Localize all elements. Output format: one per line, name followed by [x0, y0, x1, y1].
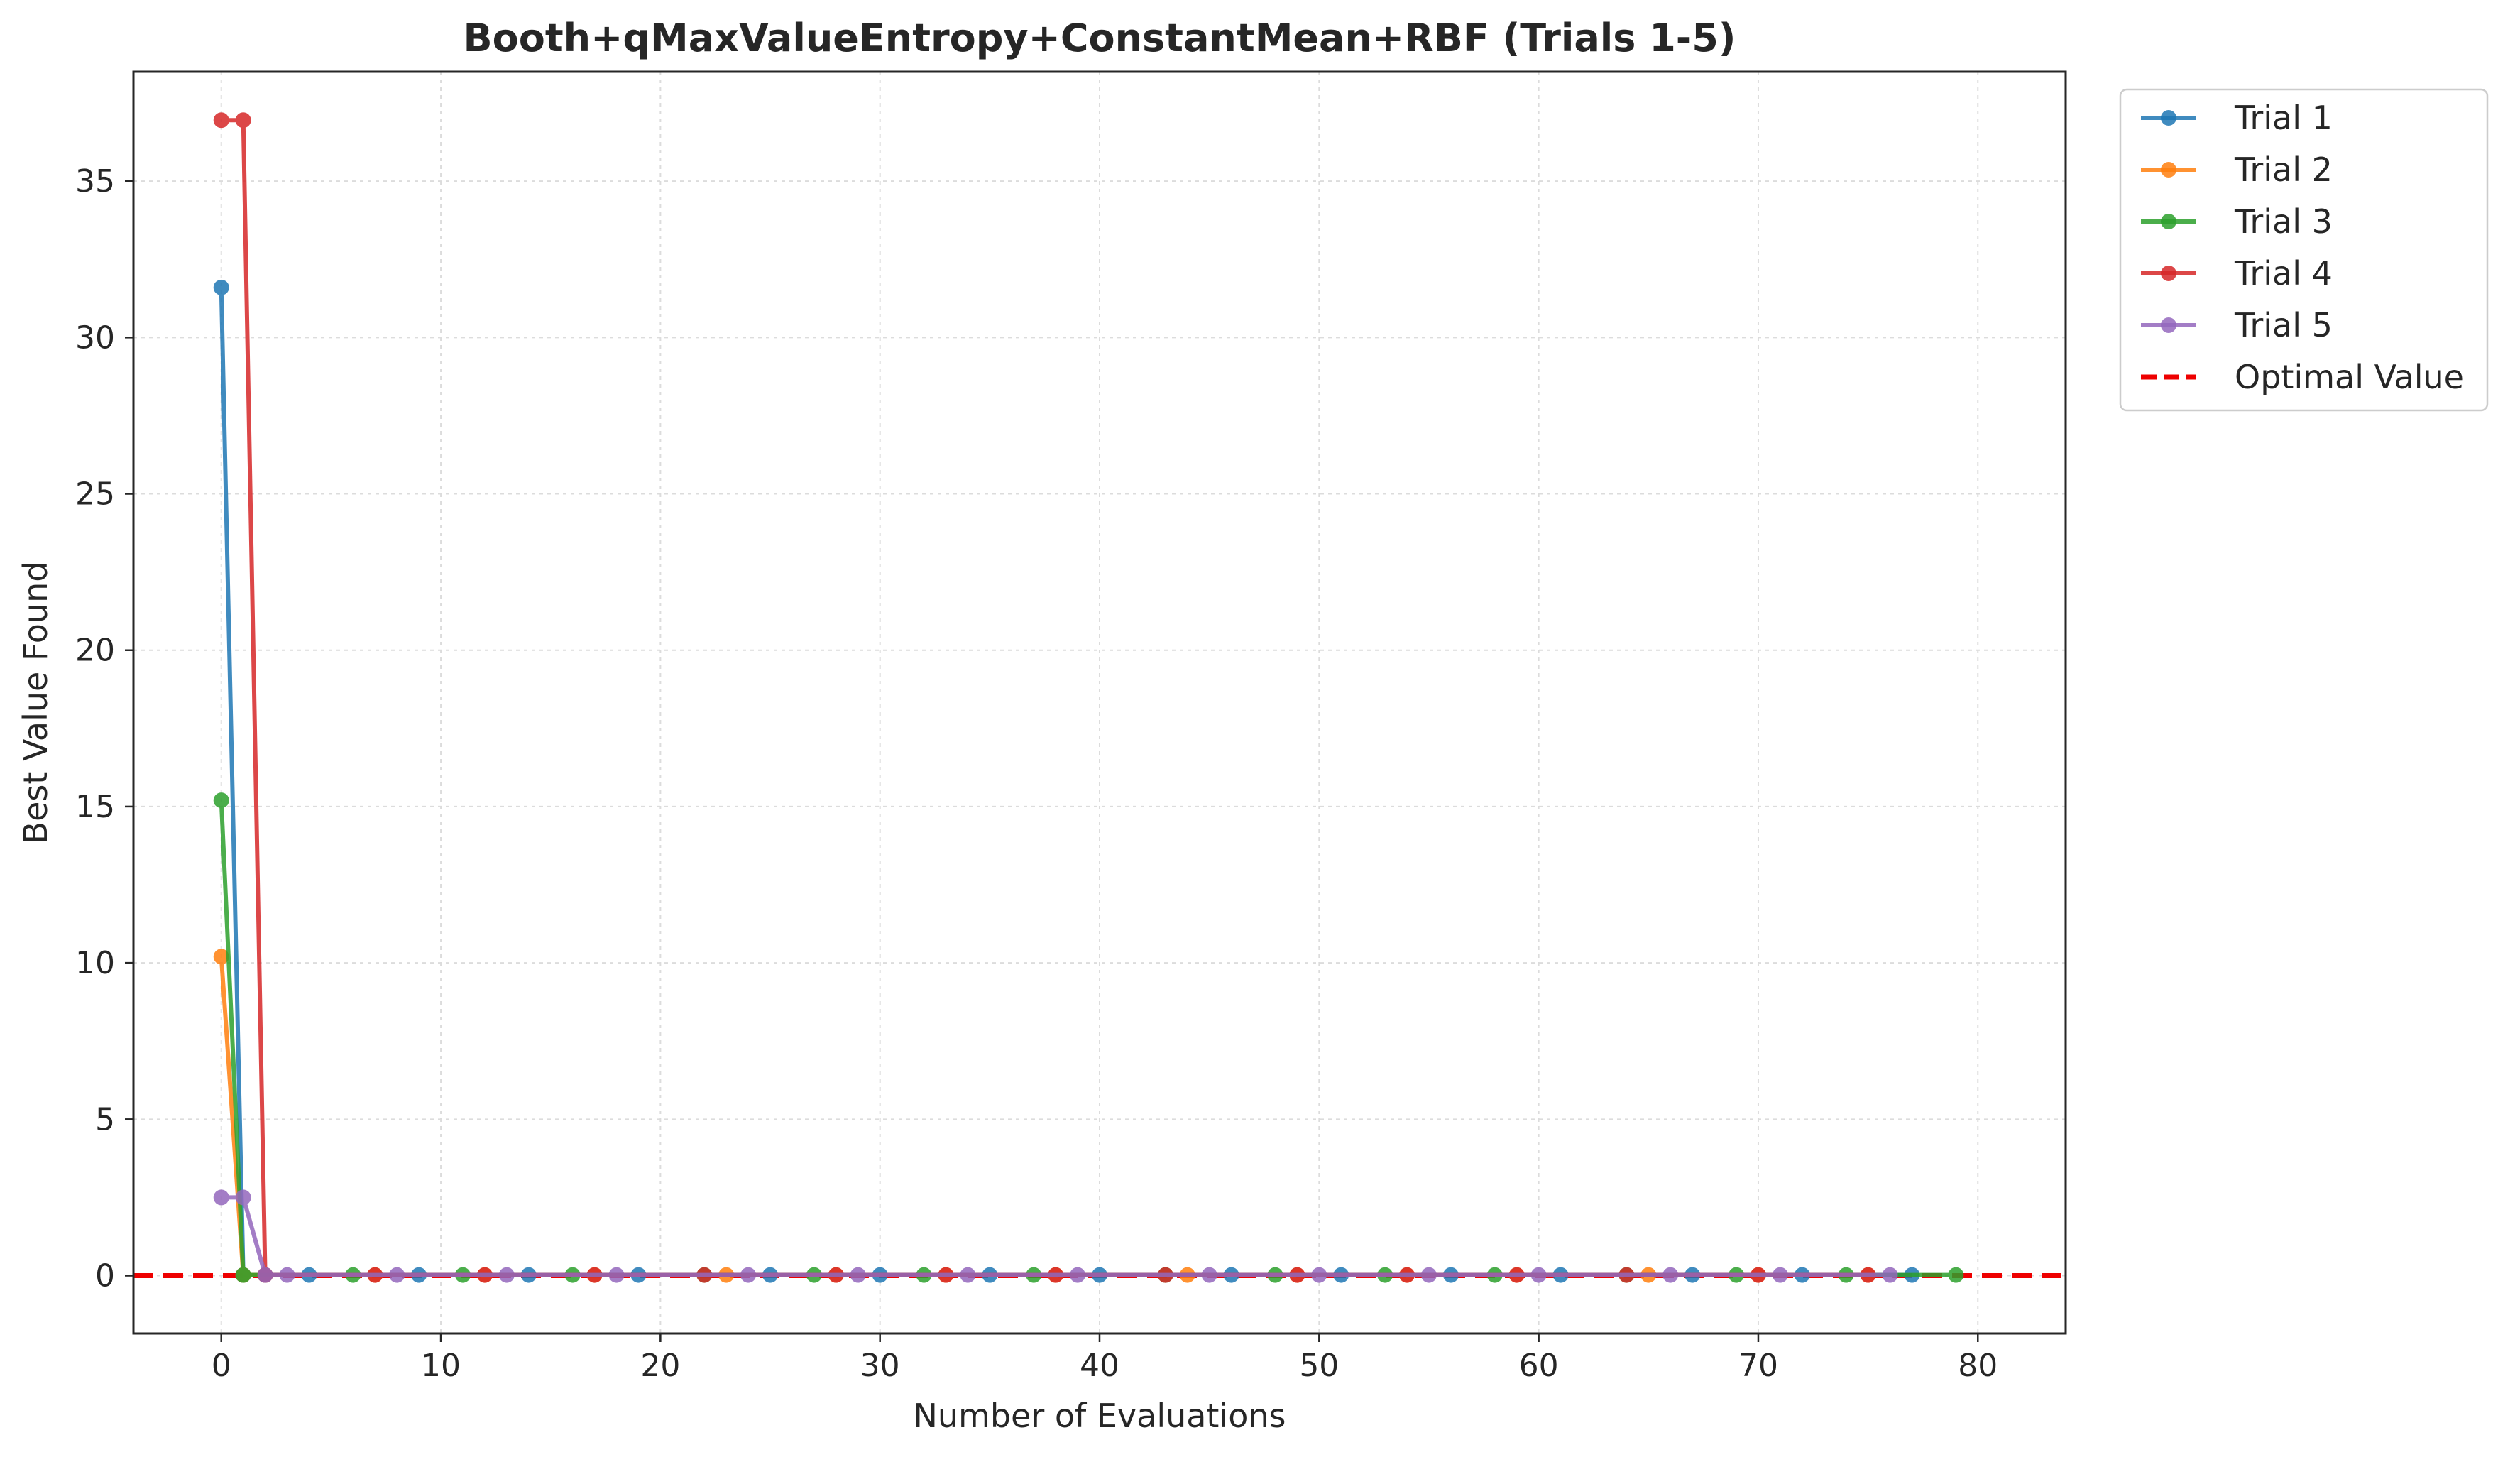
- data-point-trial-4: [235, 112, 251, 129]
- chart-title: Booth+qMaxValueEntropy+ConstantMean+RBF …: [464, 16, 1736, 60]
- data-point-trial-3: [235, 1267, 251, 1283]
- data-point-trial-5: [1772, 1267, 1788, 1283]
- y-tick-label-0: 0: [95, 1258, 115, 1294]
- data-point-trial-5: [1662, 1267, 1679, 1283]
- data-point-trial-5: [257, 1267, 273, 1283]
- data-point-trial-5: [389, 1267, 405, 1283]
- data-point-trial-4: [213, 112, 229, 129]
- legend-entry-1: Trial 1: [2141, 99, 2333, 137]
- data-point-trial-5: [1070, 1267, 1086, 1283]
- data-point-trial-5: [213, 1189, 229, 1206]
- legend-swatch-marker: [2161, 266, 2176, 281]
- data-point-trial-5: [279, 1267, 295, 1283]
- y-tick-label-5: 5: [95, 1101, 115, 1137]
- legend-box: [2119, 88, 2489, 412]
- x-tick-label-40: 40: [1080, 1348, 1119, 1384]
- x-tick-label-30: 30: [860, 1348, 900, 1384]
- data-point-trial-3: [213, 792, 229, 809]
- y-tick-label-15: 15: [75, 789, 115, 825]
- y-tick-label-20: 20: [75, 633, 115, 669]
- x-tick-label-70: 70: [1738, 1348, 1778, 1384]
- y-axis-label: Best Value Found: [16, 562, 55, 844]
- legend: Trial 1 Trial 2 Trial 3 Trial 4 Trial 5 Optim…: [2119, 88, 2489, 412]
- legend-label: Trial 5: [2234, 306, 2333, 344]
- legend-label: Trial 1: [2234, 99, 2333, 137]
- y-tick-label-25: 25: [75, 476, 115, 513]
- data-point-trial-3: [1948, 1267, 1964, 1283]
- y-tick-label-30: 30: [75, 320, 115, 356]
- legend-entry-2: Trial 2: [2141, 151, 2333, 189]
- data-point-trial-5: [850, 1267, 866, 1283]
- legend-label: Optimal Value: [2235, 358, 2464, 396]
- data-point-trial-5: [608, 1267, 625, 1283]
- data-point-trial-5: [740, 1267, 757, 1283]
- x-tick-label-60: 60: [1519, 1348, 1559, 1384]
- data-point-trial-5: [1530, 1267, 1547, 1283]
- legend-entry-6: Optimal Value: [2141, 358, 2464, 396]
- x-tick-label-10: 10: [421, 1348, 461, 1384]
- data-point-trial-5: [498, 1267, 515, 1283]
- legend-swatch-marker: [2161, 110, 2176, 126]
- data-point-trial-5: [1882, 1267, 1898, 1283]
- legend-label: Trial 2: [2234, 151, 2333, 189]
- x-tick-label-80: 80: [1958, 1348, 1998, 1384]
- legend-swatch-marker: [2161, 162, 2176, 178]
- data-point-trial-1: [213, 279, 229, 295]
- legend-entry-4: Trial 4: [2141, 254, 2333, 293]
- series-trial-5: [213, 1189, 1898, 1283]
- x-axis-ticks: 0 10 20 30 40 50 60 70 80: [212, 1333, 1998, 1384]
- y-axis-ticks: 0 5 10 15 20 25 30 35: [75, 163, 133, 1294]
- x-tick-label-50: 50: [1299, 1348, 1339, 1384]
- legend-label: Trial 4: [2234, 254, 2333, 293]
- y-tick-label-35: 35: [75, 163, 115, 200]
- x-axis-label: Number of Evaluations: [913, 1397, 1286, 1435]
- x-tick-label-0: 0: [212, 1348, 231, 1384]
- data-point-trial-5: [960, 1267, 976, 1283]
- data-point-trial-5: [1311, 1267, 1327, 1283]
- legend-swatch-marker: [2161, 214, 2176, 229]
- y-tick-label-10: 10: [75, 945, 115, 981]
- legend-label: Trial 3: [2234, 202, 2333, 241]
- data-point-trial-5: [1420, 1267, 1437, 1283]
- data-point-trial-2: [213, 949, 229, 965]
- data-point-trial-5: [235, 1189, 251, 1206]
- series-group: [213, 112, 1964, 1283]
- x-tick-label-20: 20: [640, 1348, 680, 1384]
- legend-swatch-marker: [2161, 317, 2176, 333]
- legend-entry-3: Trial 3: [2141, 202, 2333, 241]
- legend-entry-5: Trial 5: [2141, 306, 2333, 344]
- data-point-trial-5: [1201, 1267, 1217, 1283]
